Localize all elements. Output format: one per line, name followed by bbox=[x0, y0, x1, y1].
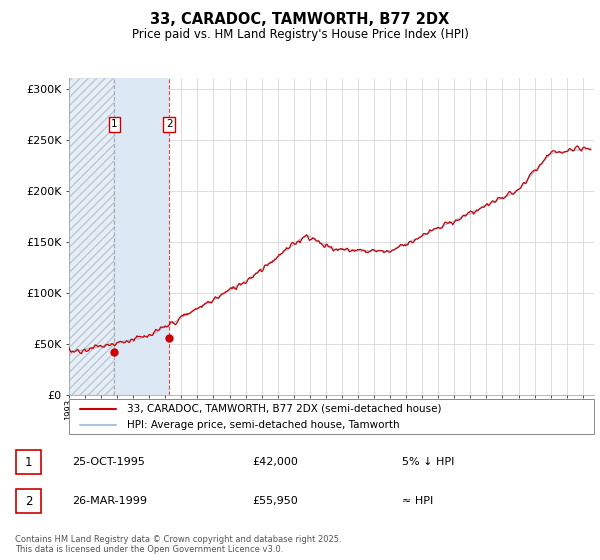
Text: £42,000: £42,000 bbox=[252, 457, 298, 467]
FancyBboxPatch shape bbox=[16, 450, 41, 474]
Text: Contains HM Land Registry data © Crown copyright and database right 2025.
This d: Contains HM Land Registry data © Crown c… bbox=[15, 535, 341, 554]
Text: 33, CARADOC, TAMWORTH, B77 2DX (semi-detached house): 33, CARADOC, TAMWORTH, B77 2DX (semi-det… bbox=[127, 404, 441, 414]
Text: 5% ↓ HPI: 5% ↓ HPI bbox=[402, 457, 454, 467]
Text: 33, CARADOC, TAMWORTH, B77 2DX: 33, CARADOC, TAMWORTH, B77 2DX bbox=[151, 12, 449, 27]
Text: ≈ HPI: ≈ HPI bbox=[402, 496, 433, 506]
Text: 2: 2 bbox=[25, 494, 32, 508]
Text: 1: 1 bbox=[25, 455, 32, 469]
FancyBboxPatch shape bbox=[16, 489, 41, 514]
Text: 2: 2 bbox=[166, 119, 173, 129]
Text: Price paid vs. HM Land Registry's House Price Index (HPI): Price paid vs. HM Land Registry's House … bbox=[131, 28, 469, 41]
Text: £55,950: £55,950 bbox=[252, 496, 298, 506]
Text: 1: 1 bbox=[111, 119, 118, 129]
Text: 26-MAR-1999: 26-MAR-1999 bbox=[72, 496, 147, 506]
Text: HPI: Average price, semi-detached house, Tamworth: HPI: Average price, semi-detached house,… bbox=[127, 421, 400, 430]
Text: 25-OCT-1995: 25-OCT-1995 bbox=[72, 457, 145, 467]
Bar bbox=[115, 78, 169, 395]
Bar bbox=[69, 78, 115, 395]
